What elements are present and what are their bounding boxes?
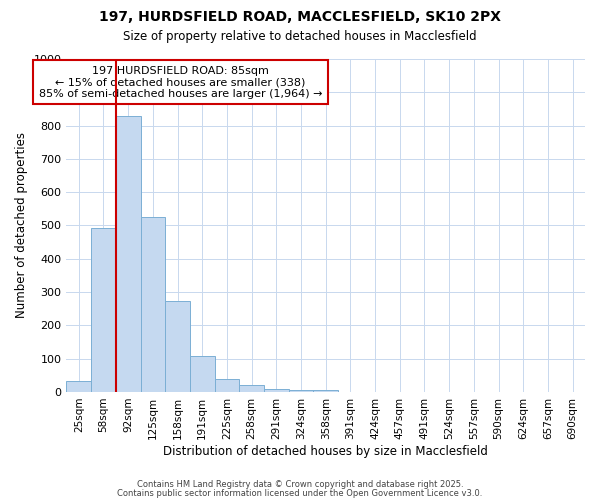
- Bar: [67, 381, 91, 392]
- Bar: [91, 228, 116, 392]
- Bar: [264, 388, 289, 392]
- Bar: [215, 378, 239, 392]
- Text: Contains HM Land Registry data © Crown copyright and database right 2025.: Contains HM Land Registry data © Crown c…: [137, 480, 463, 489]
- Bar: [116, 116, 140, 392]
- X-axis label: Distribution of detached houses by size in Macclesfield: Distribution of detached houses by size …: [163, 444, 488, 458]
- Bar: [239, 386, 264, 392]
- Bar: [313, 390, 338, 392]
- Text: 197, HURDSFIELD ROAD, MACCLESFIELD, SK10 2PX: 197, HURDSFIELD ROAD, MACCLESFIELD, SK10…: [99, 10, 501, 24]
- Bar: [289, 390, 313, 392]
- Text: Contains public sector information licensed under the Open Government Licence v3: Contains public sector information licen…: [118, 488, 482, 498]
- Text: Size of property relative to detached houses in Macclesfield: Size of property relative to detached ho…: [123, 30, 477, 43]
- Text: 197 HURDSFIELD ROAD: 85sqm
← 15% of detached houses are smaller (338)
85% of sem: 197 HURDSFIELD ROAD: 85sqm ← 15% of deta…: [39, 66, 322, 99]
- Bar: [165, 302, 190, 392]
- Bar: [140, 217, 165, 392]
- Bar: [190, 356, 215, 392]
- Y-axis label: Number of detached properties: Number of detached properties: [15, 132, 28, 318]
